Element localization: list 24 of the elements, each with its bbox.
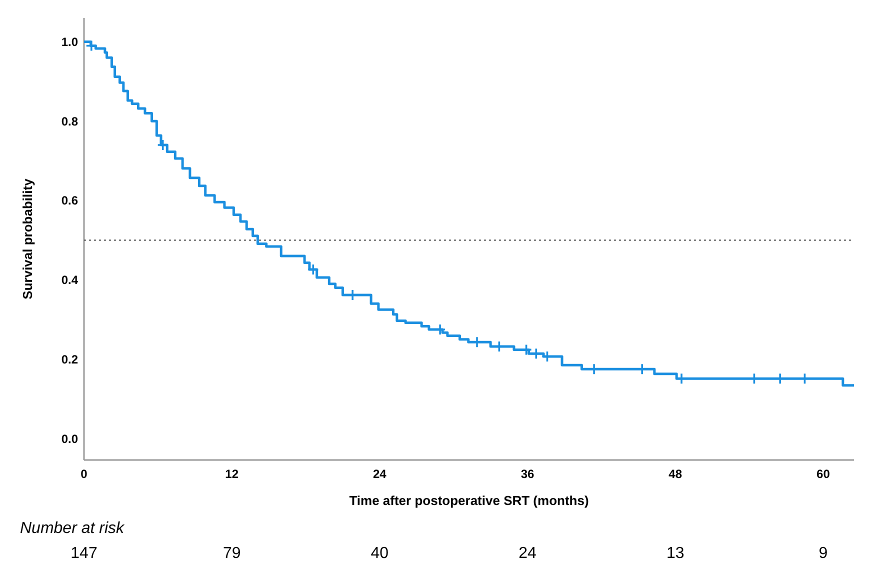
x-tick-label: 48 xyxy=(668,467,682,481)
text: 9 xyxy=(818,545,828,562)
y-tick-label: 0.0 xyxy=(61,432,78,446)
text: 147 xyxy=(70,545,98,562)
text: 40 xyxy=(370,545,389,562)
y-tick-label: 0.8 xyxy=(61,114,78,128)
y-tick-label: 0.6 xyxy=(61,194,78,208)
text: 24 xyxy=(518,545,537,562)
point xyxy=(308,264,318,275)
text: 13 xyxy=(666,545,684,562)
x-tick-label: 24 xyxy=(373,467,387,481)
y-tick-label: 0.4 xyxy=(61,273,78,288)
x-tick-label: 0 xyxy=(80,467,88,481)
text: 79 xyxy=(222,545,241,562)
point xyxy=(531,348,542,359)
x-tick-label: 12 xyxy=(225,467,239,481)
x-tick-label: 60 xyxy=(816,467,830,481)
y-axis-title: Survival probability xyxy=(20,178,35,300)
point xyxy=(86,40,96,51)
text: Number at risk xyxy=(20,520,126,537)
y-tick-label: 0.2 xyxy=(61,352,78,366)
y-tick-label: 1.0 xyxy=(61,35,78,50)
x-axis-title: Time after postoperative SRT (months) xyxy=(349,493,589,508)
x-tick-label: 36 xyxy=(520,467,535,481)
